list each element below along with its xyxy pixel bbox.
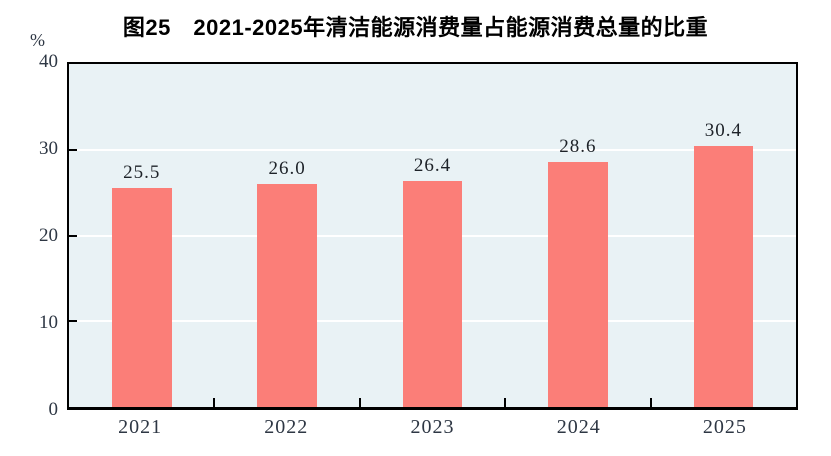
bar-2025 xyxy=(693,146,754,407)
x-axis-tick-labels: 2021 2022 2023 2024 2025 xyxy=(67,416,798,439)
y-axis-label-10: 10 xyxy=(39,312,58,333)
bar-slot-2023: 26.4 xyxy=(360,64,505,407)
x-axis-label-2024: 2024 xyxy=(556,416,601,438)
x-axis-label-2023: 2023 xyxy=(410,416,455,438)
x-tick-mark-1 xyxy=(213,398,216,407)
y-tick-mark-30 xyxy=(69,148,77,151)
bar-slot-2022: 26.0 xyxy=(214,64,359,407)
y-axis-label-40: 40 xyxy=(39,51,58,72)
bar-value-label: 28.6 xyxy=(559,135,597,157)
bar-value-label: 25.5 xyxy=(123,162,161,184)
bar-value-label: 30.4 xyxy=(704,120,742,142)
y-axis-label-30: 30 xyxy=(39,138,58,159)
bar-slot-2021: 25.5 xyxy=(69,64,214,407)
x-axis-label-2022: 2022 xyxy=(264,416,309,438)
y-axis-label-0: 0 xyxy=(48,399,59,420)
y-tick-mark-10 xyxy=(69,320,77,323)
bar-2021 xyxy=(111,188,172,407)
bar-2023 xyxy=(402,180,463,407)
x-axis-label-2021: 2021 xyxy=(118,416,163,438)
bar-value-label: 26.4 xyxy=(413,154,452,176)
x-axis-label-2025: 2025 xyxy=(702,416,747,438)
gridline-30 xyxy=(69,148,796,151)
x-tick-mark-2 xyxy=(358,398,361,407)
y-axis-tick-labels: 0 10 20 30 40 xyxy=(0,51,58,420)
bar-2024 xyxy=(548,161,608,407)
plot-area: 25.5 26.0 26.4 28.6 30.4 xyxy=(67,62,798,410)
bar-series: 25.5 26.0 26.4 28.6 30.4 xyxy=(69,64,796,407)
x-tick-mark-4 xyxy=(649,398,652,407)
x-tick-mark-3 xyxy=(504,398,507,407)
y-axis-label-20: 20 xyxy=(39,225,58,246)
bar-value-label: 26.0 xyxy=(268,158,306,180)
y-tick-mark-20 xyxy=(69,234,77,237)
bar-slot-2024: 28.6 xyxy=(505,64,650,407)
chart-title: 图25 2021-2025年清洁能源消费量占能源消费总量的比重 xyxy=(122,15,709,40)
bar-2022 xyxy=(257,184,317,407)
y-axis-unit-label: % xyxy=(30,30,45,50)
bar-slot-2025: 30.4 xyxy=(651,64,796,407)
